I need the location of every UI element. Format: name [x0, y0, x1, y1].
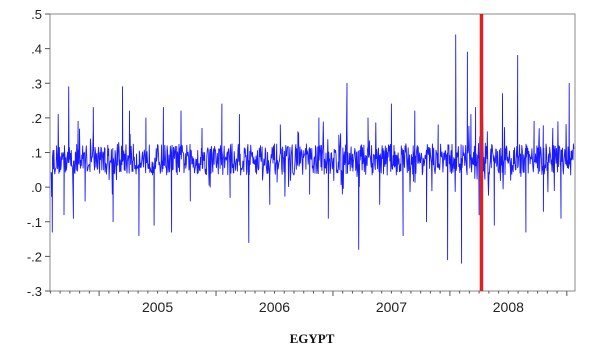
x-tick-label: 2007 [376, 299, 407, 315]
x-tick-label: 2006 [259, 299, 290, 315]
series-line [50, 34, 575, 264]
x-tick-label: 2005 [142, 299, 173, 315]
y-tick-label: .5 [31, 7, 42, 22]
y-tick-label: .1 [31, 146, 42, 161]
y-tick-label: .0 [31, 180, 42, 195]
y-tick-label: .2 [31, 111, 42, 126]
x-axis: 20052006200720082009 [49, 291, 568, 315]
y-tick-label: .3 [31, 76, 42, 91]
y-tick-label: -.3 [27, 284, 42, 299]
y-tick-label: -.2 [27, 249, 42, 264]
y-tick-label: .4 [31, 42, 42, 57]
x-tick-label: 2008 [493, 299, 524, 315]
x-axis-label: EGYPT [290, 331, 335, 346]
series-layer [50, 34, 575, 264]
y-tick-label: -.1 [27, 215, 42, 230]
y-axis: -.3 -.2 -.1 .0 .1 .2 .3 .4 .5 [27, 7, 50, 299]
